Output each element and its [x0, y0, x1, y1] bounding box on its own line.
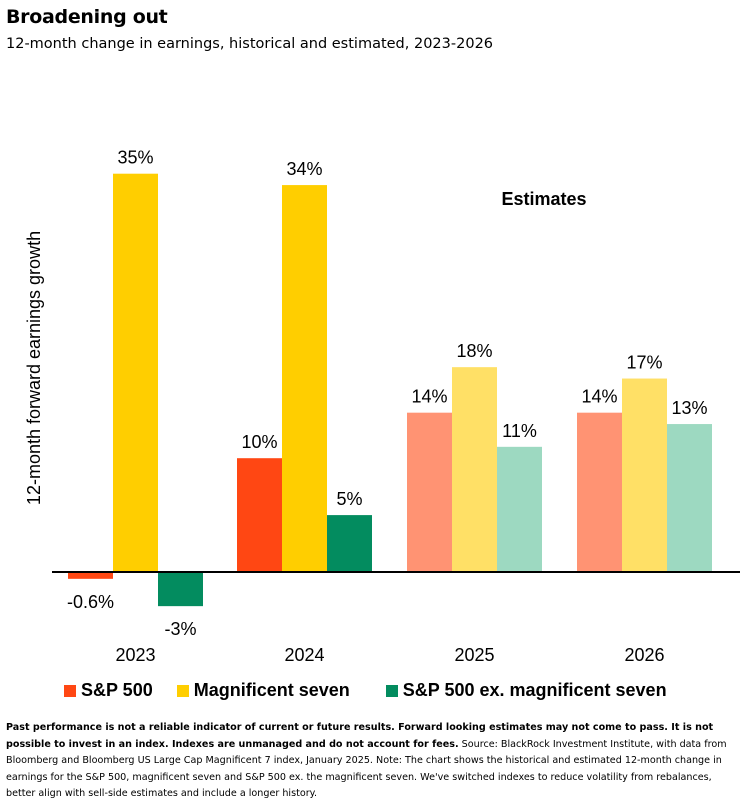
bar-sp-500-ex-magnificent-seven-2025: [497, 446, 542, 572]
chart-subtitle: 12-month change in earnings, historical …: [6, 36, 494, 52]
legend-swatch-magnificent-seven: [176, 684, 189, 697]
chart-legend: S&P 500 Magnificent seven S&P 500 ex. ma…: [64, 680, 667, 701]
legend-label-sp500: S&P 500: [81, 680, 153, 700]
data-label-magnificent-seven-2024: 34%: [286, 159, 322, 179]
bar-sp-500-ex-magnificent-seven-2023: [158, 572, 203, 607]
bar-sp-500-2023: [68, 572, 113, 579]
data-label-magnificent-seven-2025: 18%: [456, 341, 492, 361]
legend-label-sp500-ex-magnificent-seven: S&P 500 ex. magnificent seven: [402, 680, 667, 700]
legend-swatch-sp500: [64, 684, 76, 697]
data-label-sp-500-ex-magnificent-seven-2026: 13%: [671, 398, 707, 418]
data-label-magnificent-seven-2026: 17%: [626, 353, 662, 373]
bar-magnificent-seven-2023: [113, 173, 158, 572]
bar-sp-500-2025: [407, 412, 452, 572]
legend-item-magnificent-seven: Magnificent seven: [176, 680, 350, 701]
x-tick-label-2026: 2026: [624, 645, 664, 665]
data-label-sp-500-ex-magnificent-seven-2023: -3%: [164, 619, 196, 639]
legend-label-magnificent-seven: Magnificent seven: [193, 680, 350, 700]
x-tick-label-2023: 2023: [115, 645, 155, 665]
legend-item-sp500: S&P 500: [64, 680, 153, 701]
bar-sp-500-ex-magnificent-seven-2026: [667, 424, 712, 572]
footnote-source: Source: BlackRock Investment Institute, …: [6, 738, 727, 800]
data-label-sp-500-2025: 14%: [411, 387, 447, 407]
y-axis-label: 12-month forward earnings growth: [24, 231, 44, 505]
legend-item-sp500-ex-magnificent-seven: S&P 500 ex. magnificent seven: [385, 680, 667, 701]
bar-sp-500-2026: [577, 412, 622, 572]
chart-title: Broadening out: [6, 6, 168, 28]
data-label-sp-500-ex-magnificent-seven-2025: 11%: [502, 421, 537, 441]
data-label-sp-500-2026: 14%: [581, 387, 617, 407]
data-label-sp-500-ex-magnificent-seven-2024: 5%: [336, 489, 362, 509]
bar-sp-500-2024: [237, 458, 282, 572]
x-tick-label-2025: 2025: [454, 645, 494, 665]
footnote-disclaimer: Past performance is not a reliable indic…: [6, 722, 714, 750]
footnote: Past performance is not a reliable indic…: [6, 720, 734, 803]
bar-sp-500-ex-magnificent-seven-2024: [327, 515, 372, 572]
bar-chart: 12-month forward earnings growth Estimate…: [24, 148, 740, 665]
legend-swatch-sp500-ex-magnificent-seven: [385, 684, 398, 697]
x-tick-label-2024: 2024: [284, 645, 324, 665]
data-label-sp-500-2023: -0.6%: [67, 592, 114, 612]
estimates-annotation: Estimates: [501, 189, 586, 209]
data-label-sp-500-2024: 10%: [241, 432, 277, 452]
bar-magnificent-seven-2026: [622, 378, 667, 572]
data-label-magnificent-seven-2023: 35%: [117, 148, 153, 168]
bar-magnificent-seven-2024: [282, 185, 327, 572]
bar-magnificent-seven-2025: [452, 367, 497, 572]
